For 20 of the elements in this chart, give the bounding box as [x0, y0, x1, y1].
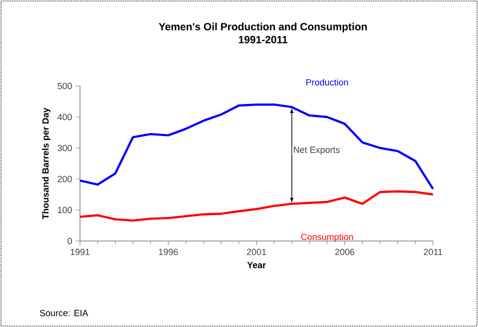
- y-tick-label: 400: [57, 114, 72, 120]
- y-tick-label: 100: [58, 206, 72, 214]
- x-tick-label: 1991: [70, 248, 90, 256]
- source-note: Source: EIA: [40, 310, 88, 316]
- x-tick-label: 2001: [246, 248, 266, 256]
- text: Consumption: [301, 233, 353, 242]
- x-tick-label: 2011: [424, 248, 442, 256]
- y-tick-label: 300: [58, 144, 72, 152]
- y-axis-title: Thousand Barrels per Day: [42, 108, 50, 220]
- line-series: [78, 104, 434, 190]
- x-tick-label: 2006: [335, 248, 354, 256]
- x-tick-label: 1996: [158, 248, 178, 256]
- y-tick-label: 0: [68, 238, 72, 244]
- annotation: Net Exports: [294, 146, 340, 155]
- x-axis-title: Year: [247, 262, 266, 268]
- text: Production: [306, 78, 348, 86]
- line-series: [78, 190, 434, 222]
- chart-title: Yemen's Oil Production and Consumption 1991-2011: [158, 22, 367, 44]
- y-tick-label: 200: [58, 176, 72, 182]
- y-tick-label: 500: [58, 82, 72, 90]
